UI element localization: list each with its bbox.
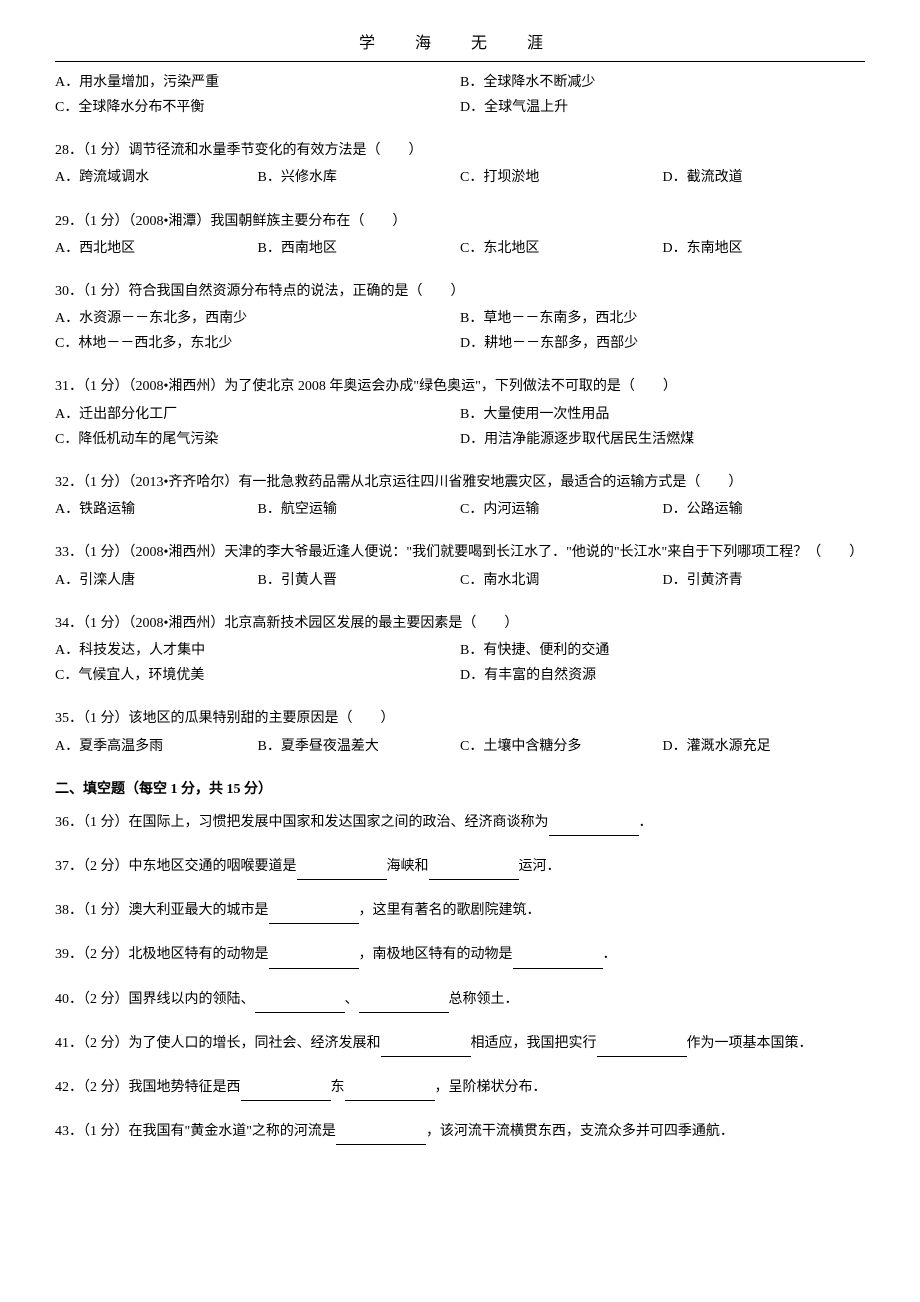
question-28: 28．（1 分）调节径流和水量季节变化的有效方法是（ ） A．跨流域调水 B．兴…	[55, 138, 865, 190]
question-stem: 29．（1 分）（2008•湘潭）我国朝鲜族主要分布在（ ）	[55, 209, 865, 234]
fill-blank	[513, 942, 603, 968]
option-c: C．南水北调	[460, 568, 663, 593]
option-b: B．兴修水库	[258, 165, 461, 190]
option-a: A．铁路运输	[55, 497, 258, 522]
question-41: 41．（2 分）为了使人口的增长，同社会、经济发展和 相适应，我国把实行 作为一…	[55, 1031, 865, 1057]
fill-blank	[429, 854, 519, 880]
question-35: 35．（1 分）该地区的瓜果特别甜的主要原因是（ ） A．夏季高温多雨 B．夏季…	[55, 706, 865, 758]
fill-blank	[381, 1031, 471, 1057]
option-d: D．截流改道	[663, 165, 866, 190]
option-a: A．西北地区	[55, 236, 258, 261]
page-header: 学 海 无 涯	[55, 30, 865, 62]
question-42: 42．（2 分）我国地势特征是西 东 ，呈阶梯状分布．	[55, 1075, 865, 1101]
option-d: D．耕地－－东部多，西部少	[460, 331, 865, 356]
option-c: C．全球降水分布不平衡	[55, 95, 460, 120]
option-c: C．气候宜人，环境优美	[55, 663, 460, 688]
text-part: 42．（2 分）我国地势特征是西	[55, 1080, 241, 1095]
option-c: C．降低机动车的尾气污染	[55, 427, 460, 452]
text-part: 43．（1 分）在我国有"黄金水道"之称的河流是	[55, 1124, 336, 1139]
question-43: 43．（1 分）在我国有"黄金水道"之称的河流是 ，该河流干流横贯东西，支流众多…	[55, 1119, 865, 1145]
option-a: A．科技发达，人才集中	[55, 638, 460, 663]
question-36: 36．（1 分）在国际上，习惯把发展中国家和发达国家之间的政治、经济商谈称为 ．	[55, 810, 865, 836]
text-part: 总称领土．	[449, 992, 519, 1007]
question-33: 33．（1 分）（2008•湘西州）天津的李大爷最近逢人便说："我们就要喝到长江…	[55, 540, 865, 592]
option-b: B．西南地区	[258, 236, 461, 261]
text-part: 、	[345, 992, 359, 1007]
text-part: 37．（2 分）中东地区交通的咽喉要道是	[55, 859, 297, 874]
option-d: D．灌溉水源充足	[663, 734, 866, 759]
text-part: 海峡和	[387, 859, 429, 874]
question-27: A．用水量增加，污染严重 B．全球降水不断减少 C．全球降水分布不平衡 D．全球…	[55, 70, 865, 120]
option-b: B．航空运输	[258, 497, 461, 522]
fill-blank	[549, 810, 639, 836]
option-d: D．公路运输	[663, 497, 866, 522]
option-b: B．全球降水不断减少	[460, 70, 865, 95]
option-d: D．东南地区	[663, 236, 866, 261]
text-part: 36．（1 分）在国际上，习惯把发展中国家和发达国家之间的政治、经济商谈称为	[55, 815, 549, 830]
option-c: C．东北地区	[460, 236, 663, 261]
question-stem: 31．（1 分）（2008•湘西州）为了使北京 2008 年奥运会办成"绿色奥运…	[55, 374, 865, 399]
option-c: C．土壤中含糖分多	[460, 734, 663, 759]
question-stem: 33．（1 分）（2008•湘西州）天津的李大爷最近逢人便说："我们就要喝到长江…	[55, 540, 865, 565]
text-part: ．	[639, 815, 653, 830]
question-40: 40．（2 分）国界线以内的领陆、 、 总称领土．	[55, 987, 865, 1013]
text-part: 相适应，我国把实行	[471, 1036, 597, 1051]
text-part: ，南极地区特有的动物是	[359, 947, 513, 962]
question-39: 39．（2 分）北极地区特有的动物是 ，南极地区特有的动物是 ．	[55, 942, 865, 968]
text-part: ，该河流干流横贯东西，支流众多并可四季通航．	[426, 1124, 734, 1139]
text-part: ．	[603, 947, 617, 962]
fill-blank	[345, 1075, 435, 1101]
fill-blank	[297, 854, 387, 880]
option-a: A．跨流域调水	[55, 165, 258, 190]
option-b: B．有快捷、便利的交通	[460, 638, 865, 663]
option-d: D．用洁净能源逐步取代居民生活燃煤	[460, 427, 865, 452]
option-a: A．用水量增加，污染严重	[55, 70, 460, 95]
fill-blank	[255, 987, 345, 1013]
question-stem: 30．（1 分）符合我国自然资源分布特点的说法，正确的是（ ）	[55, 279, 865, 304]
text-part: 41．（2 分）为了使人口的增长，同社会、经济发展和	[55, 1036, 381, 1051]
question-37: 37．（2 分）中东地区交通的咽喉要道是 海峡和 运河．	[55, 854, 865, 880]
option-b: B．引黄人晋	[258, 568, 461, 593]
question-stem: 35．（1 分）该地区的瓜果特别甜的主要原因是（ ）	[55, 706, 865, 731]
option-a: A．引滦人唐	[55, 568, 258, 593]
fill-blank	[359, 987, 449, 1013]
option-a: A．水资源－－东北多，西南少	[55, 306, 460, 331]
option-a: A．夏季高温多雨	[55, 734, 258, 759]
question-31: 31．（1 分）（2008•湘西州）为了使北京 2008 年奥运会办成"绿色奥运…	[55, 374, 865, 452]
option-c: C．打坝淤地	[460, 165, 663, 190]
section-2-title: 二、填空题（每空 1 分，共 15 分）	[55, 777, 865, 802]
option-c: C．林地－－西北多，东北少	[55, 331, 460, 356]
option-d: D．有丰富的自然资源	[460, 663, 865, 688]
text-part: 39．（2 分）北极地区特有的动物是	[55, 947, 269, 962]
text-part: ，这里有著名的歌剧院建筑．	[359, 903, 541, 918]
fill-blank	[269, 898, 359, 924]
question-34: 34．（1 分）（2008•湘西州）北京高新技术园区发展的最主要因素是（ ） A…	[55, 611, 865, 689]
fill-blank	[336, 1119, 426, 1145]
text-part: 40．（2 分）国界线以内的领陆、	[55, 992, 255, 1007]
question-30: 30．（1 分）符合我国自然资源分布特点的说法，正确的是（ ） A．水资源－－东…	[55, 279, 865, 357]
option-a: A．迁出部分化工厂	[55, 402, 460, 427]
question-stem: 28．（1 分）调节径流和水量季节变化的有效方法是（ ）	[55, 138, 865, 163]
question-32: 32．（1 分）（2013•齐齐哈尔）有一批急救药品需从北京运往四川省雅安地震灾…	[55, 470, 865, 522]
text-part: 作为一项基本国策．	[687, 1036, 813, 1051]
option-d: D．引黄济青	[663, 568, 866, 593]
option-c: C．内河运输	[460, 497, 663, 522]
option-b: B．大量使用一次性用品	[460, 402, 865, 427]
fill-blank	[241, 1075, 331, 1101]
question-38: 38．（1 分）澳大利亚最大的城市是 ，这里有著名的歌剧院建筑．	[55, 898, 865, 924]
text-part: 运河．	[519, 859, 561, 874]
question-29: 29．（1 分）（2008•湘潭）我国朝鲜族主要分布在（ ） A．西北地区 B．…	[55, 209, 865, 261]
option-b: B．草地－－东南多，西北少	[460, 306, 865, 331]
option-b: B．夏季昼夜温差大	[258, 734, 461, 759]
question-stem: 34．（1 分）（2008•湘西州）北京高新技术园区发展的最主要因素是（ ）	[55, 611, 865, 636]
option-d: D．全球气温上升	[460, 95, 865, 120]
fill-blank	[269, 942, 359, 968]
fill-blank	[597, 1031, 687, 1057]
text-part: 38．（1 分）澳大利亚最大的城市是	[55, 903, 269, 918]
text-part: ，呈阶梯状分布．	[435, 1080, 547, 1095]
question-stem: 32．（1 分）（2013•齐齐哈尔）有一批急救药品需从北京运往四川省雅安地震灾…	[55, 470, 865, 495]
text-part: 东	[331, 1080, 345, 1095]
